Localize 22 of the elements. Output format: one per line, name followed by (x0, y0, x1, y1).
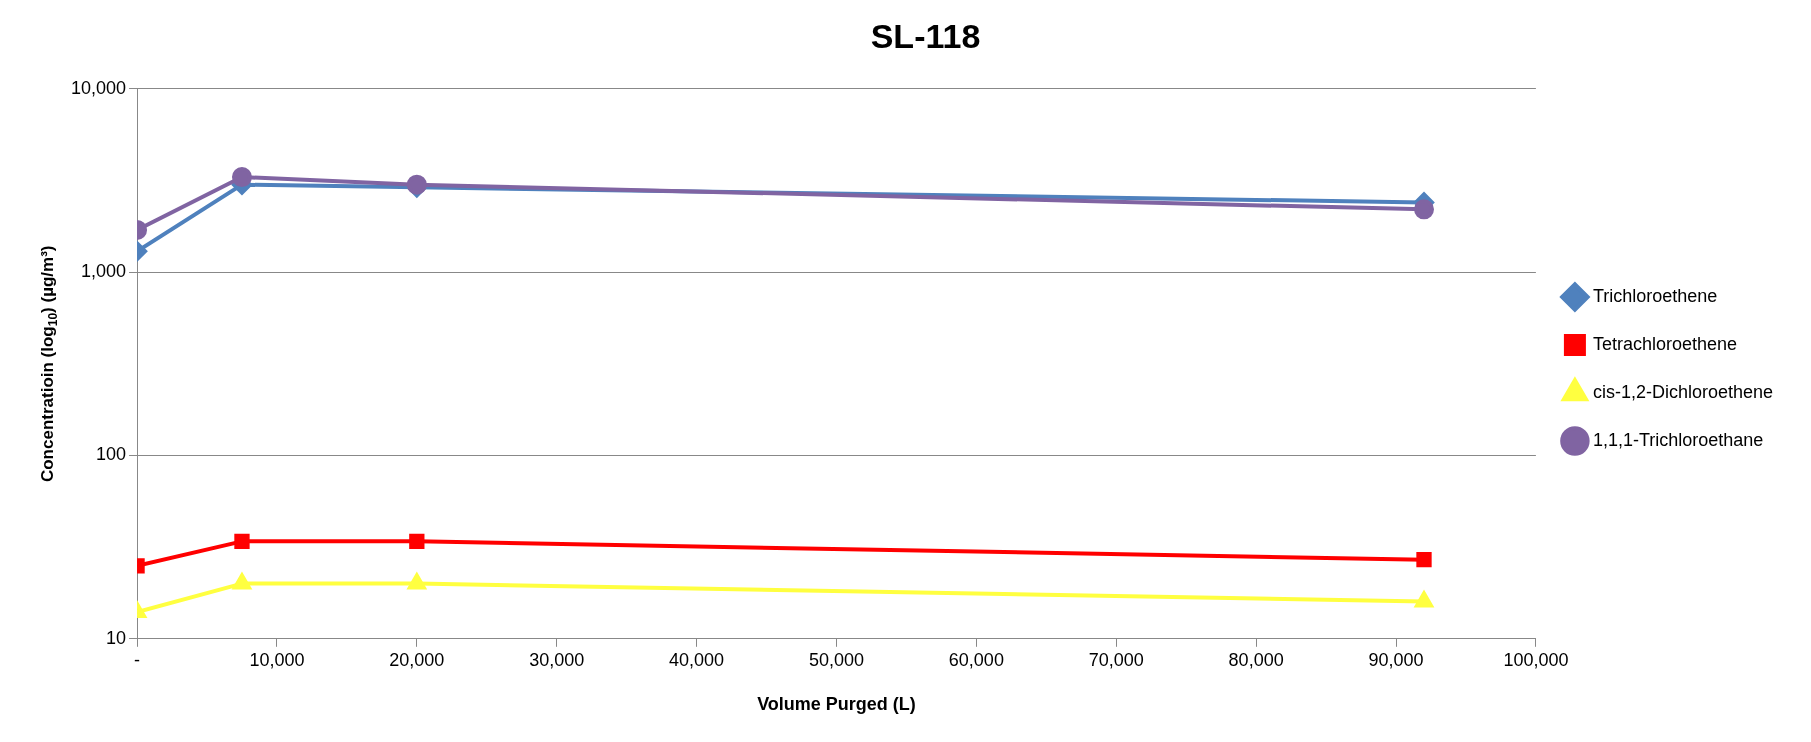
x-tick-label: 100,000 (1503, 649, 1569, 670)
y-axis-title: Concentratioin (log10) (µg/m³) (37, 245, 61, 483)
x-tick-label: 40,000 (669, 649, 725, 670)
legend-label: 1,1,1-Trichloroethane (1592, 429, 1764, 450)
x-tick-label: - (134, 649, 141, 670)
y-tick-label: 100 (96, 444, 127, 465)
x-tick-label: 30,000 (529, 649, 585, 670)
x-tick-label: 90,000 (1368, 649, 1424, 670)
chart-title: SL-118 (870, 16, 981, 55)
x-tick-label: 10,000 (249, 649, 305, 670)
x-axis-title: Volume Purged (L) (757, 694, 916, 715)
y-tick-label: 1,000 (81, 261, 127, 282)
legend-label: Trichloroethene (1592, 285, 1718, 306)
y-tick-label: 10,000 (70, 77, 127, 98)
legend-label: cis-1,2-Dichloroethene (1592, 381, 1774, 402)
x-tick-label: 80,000 (1228, 649, 1284, 670)
legend-label: Tetrachloroethene (1592, 333, 1738, 354)
x-tick-label: 70,000 (1088, 649, 1144, 670)
x-tick-label: 60,000 (948, 649, 1004, 670)
x-tick-label: 50,000 (808, 649, 865, 670)
y-tick-label: 10 (106, 627, 127, 648)
x-tick-label: 20,000 (389, 649, 445, 670)
